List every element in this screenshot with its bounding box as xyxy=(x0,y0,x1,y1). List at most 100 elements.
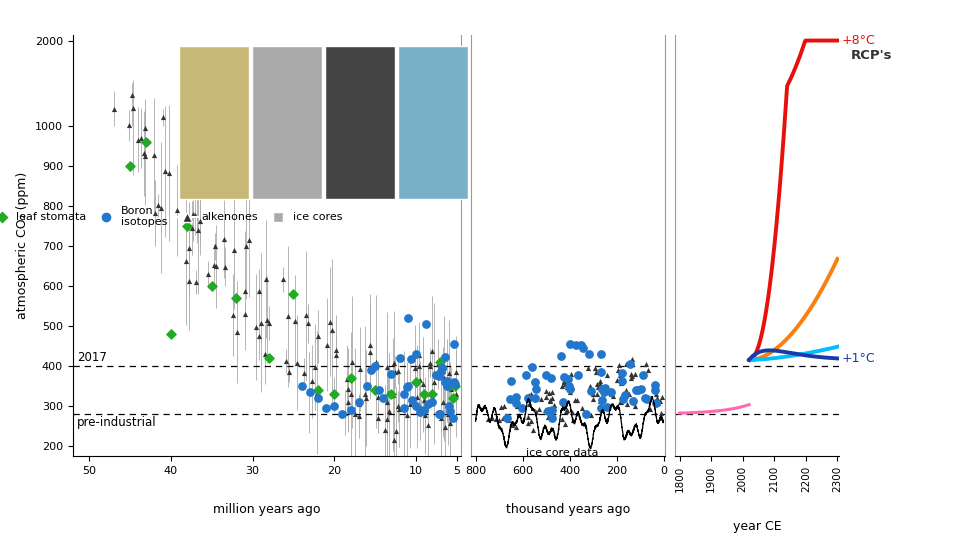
Point xyxy=(400,314,416,323)
Point xyxy=(419,319,434,328)
Point xyxy=(391,354,407,363)
Point xyxy=(635,371,650,379)
Point xyxy=(344,358,359,366)
Point xyxy=(192,179,207,188)
Point xyxy=(152,203,168,212)
Point xyxy=(584,385,600,394)
Point xyxy=(568,341,583,349)
Point xyxy=(612,397,628,406)
Point xyxy=(557,419,573,428)
Point xyxy=(310,332,326,341)
Point xyxy=(157,167,172,176)
Point xyxy=(261,354,276,363)
Point xyxy=(628,385,643,394)
Point xyxy=(596,387,611,396)
Point xyxy=(362,348,378,357)
Point xyxy=(412,407,427,416)
Point xyxy=(509,399,524,408)
Point xyxy=(187,210,203,219)
Point xyxy=(630,386,645,395)
Point xyxy=(122,162,138,170)
Point xyxy=(432,410,448,418)
Point xyxy=(205,260,221,269)
Point xyxy=(435,398,451,407)
Point xyxy=(399,411,415,420)
Point xyxy=(437,378,453,387)
Point xyxy=(588,379,604,388)
Point xyxy=(610,365,625,374)
Point xyxy=(375,394,391,402)
Point xyxy=(121,121,137,130)
Point xyxy=(253,318,268,327)
Point xyxy=(310,394,326,402)
Point xyxy=(441,369,456,377)
Point xyxy=(593,367,609,376)
Point xyxy=(390,402,405,411)
Point xyxy=(592,379,608,388)
Point xyxy=(440,382,455,390)
Point xyxy=(553,414,569,423)
Point xyxy=(387,435,402,444)
Point xyxy=(216,235,232,244)
Point xyxy=(493,402,509,411)
Point xyxy=(402,354,418,363)
Text: +1°C: +1°C xyxy=(841,352,875,365)
Point xyxy=(593,404,609,413)
Point xyxy=(371,385,387,394)
Point xyxy=(446,378,461,387)
Point xyxy=(237,242,253,251)
Point xyxy=(327,401,342,410)
Point xyxy=(225,311,240,319)
Point xyxy=(599,402,614,411)
Point xyxy=(362,366,378,375)
Point xyxy=(339,384,355,393)
Point xyxy=(579,364,595,372)
Point xyxy=(646,381,662,390)
Point xyxy=(555,398,571,407)
Point xyxy=(351,400,366,408)
Point xyxy=(582,387,598,396)
Point xyxy=(555,376,571,385)
Point xyxy=(301,388,317,396)
Point xyxy=(445,394,460,402)
Point xyxy=(567,395,582,404)
Point xyxy=(563,370,578,379)
Point xyxy=(319,340,334,349)
Point xyxy=(259,316,274,324)
Point xyxy=(583,411,599,419)
Point xyxy=(653,409,669,418)
Point xyxy=(189,186,204,195)
Point xyxy=(228,294,243,302)
Point xyxy=(562,340,578,349)
Point xyxy=(433,364,449,372)
Point xyxy=(569,396,584,405)
Point xyxy=(391,405,406,413)
Point xyxy=(351,397,366,406)
Point xyxy=(304,377,320,385)
Point xyxy=(591,376,607,385)
Point xyxy=(322,317,337,326)
Point xyxy=(251,331,266,340)
Point xyxy=(413,403,428,412)
Point xyxy=(439,376,454,385)
Point xyxy=(557,407,573,416)
Point xyxy=(417,402,432,411)
Point xyxy=(369,413,385,422)
Point xyxy=(422,362,438,371)
Point xyxy=(147,209,163,217)
Point xyxy=(603,388,618,397)
Point xyxy=(440,410,455,418)
Point xyxy=(539,413,554,422)
Point xyxy=(526,378,542,387)
Point xyxy=(613,378,629,387)
Point xyxy=(627,370,642,378)
Point xyxy=(585,389,601,398)
Point xyxy=(619,400,635,408)
Point xyxy=(625,396,641,405)
Point xyxy=(435,367,451,376)
Point xyxy=(488,415,504,424)
Point xyxy=(358,389,373,398)
Point xyxy=(557,380,573,389)
Point xyxy=(575,344,590,353)
X-axis label: year CE: year CE xyxy=(732,520,780,533)
